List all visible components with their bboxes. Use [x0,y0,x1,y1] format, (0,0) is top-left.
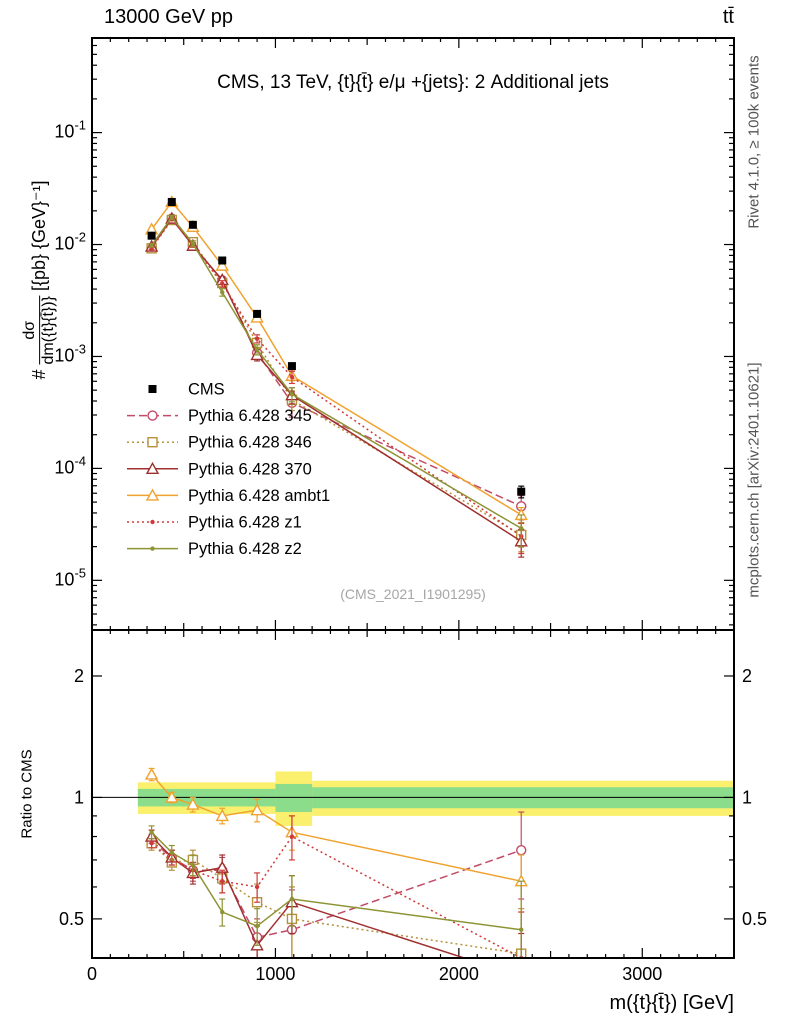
svg-text:10-4: 10-4 [54,453,86,477]
legend-item: Pythia 6.428 346 [127,434,312,452]
legend-label: Pythia 6.428 z1 [188,514,302,532]
y-label-units: [{pb} {GeV}⁻¹] [29,180,50,292]
svg-text:10-1: 10-1 [54,118,86,142]
y-label-numerator: dσ [21,296,41,365]
series-ratio [144,829,525,958]
legend-item: Pythia 6.428 z2 [127,540,302,558]
mcplots-citation-label: mcplots.cern.ch [arXiv:2401.10621] [745,362,763,598]
series-ratio [148,825,525,958]
svg-text:2: 2 [742,666,752,686]
y-axis-label: # dσ dm({t}{t̄})} [{pb} {GeV}⁻¹] [21,180,59,380]
legend-label: Pythia 6.428 z2 [188,540,302,558]
tick-labels: 0 1000 2000 3000 10-1 10-2 10-3 10-4 10-5 0.5 0.5 1… [54,118,767,984]
legend-item: CMS [148,381,225,399]
rivet-version-label: Rivet 4.1.0, ≥ 100k events [745,55,763,229]
y-label-fraction: dσ dm({t}{t̄})} [21,296,59,365]
uncertainty-bands [92,771,734,826]
svg-text:10-2: 10-2 [54,230,86,254]
svg-text:10-3: 10-3 [54,341,86,365]
process-label: tt̄ [722,6,734,28]
series-ratio [148,815,525,958]
svg-text:0: 0 [87,964,97,984]
plot-title: CMS, 13 TeV, {t}{t̄} e/μ +{jets}: 2 Addi… [217,72,609,93]
legend-label: Pythia 6.428 345 [188,407,312,425]
legend: CMS Pythia 6.428 345 Pythia 6.428 346 Pythi… [127,381,330,558]
legend-item: Pythia 6.428 345 [127,407,312,425]
beam-energy-label: 13000 GeV pp [104,6,233,28]
svg-text:10-5: 10-5 [54,565,86,589]
legend-label: Pythia 6.428 370 [188,460,312,478]
y-label-denominator: dm({t}{t̄})} [40,296,58,365]
svg-text:0.5: 0.5 [59,909,84,929]
ratio-axis-label: Ratio to CMS [18,749,36,839]
svg-text:2000: 2000 [439,964,479,984]
legend-label: Pythia 6.428 346 [188,434,312,452]
legend-label: CMS [188,381,225,399]
svg-text:0.5: 0.5 [742,909,767,929]
svg-text:1: 1 [74,787,84,807]
svg-text:2: 2 [74,666,84,686]
series-main [148,214,525,548]
ratio-panel-frame [91,629,735,959]
legend-item: Pythia 6.428 370 [127,460,312,478]
legend-label: Pythia 6.428 ambt1 [188,487,330,505]
series-ratio [146,811,527,958]
series-ratio [146,835,527,958]
svg-text:3000: 3000 [622,964,662,984]
svg-text:1: 1 [742,787,752,807]
legend-item: Pythia 6.428 ambt1 [127,487,330,505]
analysis-watermark: (CMS_2021_I1901295) [340,586,486,602]
y-label-prefix: # [29,369,50,380]
svg-text:1000: 1000 [255,964,295,984]
x-axis-label: m({t}{t̄}) [GeV] [609,992,734,1014]
series-cms [147,197,526,499]
legend-item: Pythia 6.428 z1 [127,514,302,532]
